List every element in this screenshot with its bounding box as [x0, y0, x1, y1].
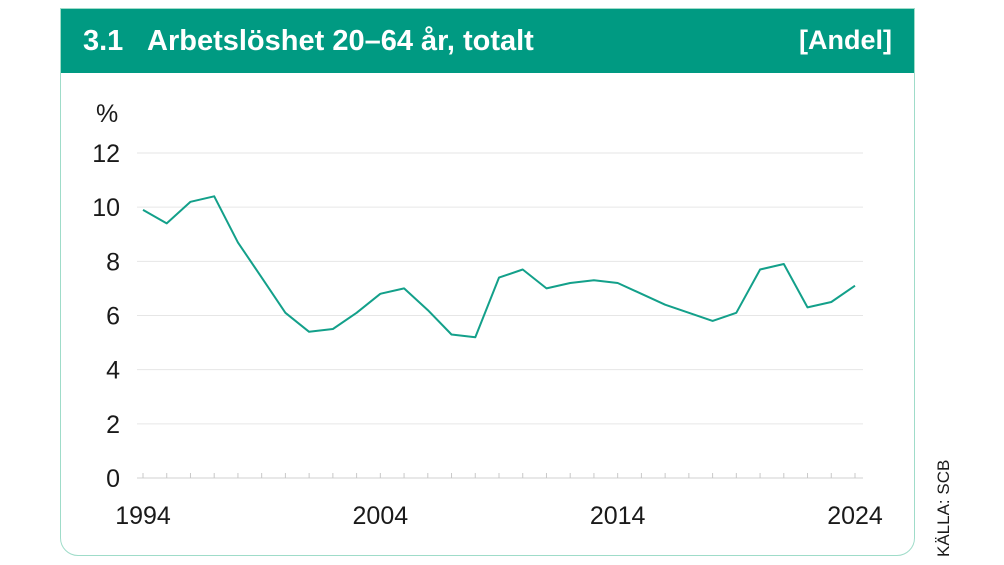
y-tick-label-0: 0: [106, 465, 120, 493]
x-tick-label-1994: 1994: [115, 502, 171, 530]
y-tick-label-12: 12: [92, 140, 120, 168]
x-tick-label-2014: 2014: [590, 502, 646, 530]
chart-number: 3.1: [83, 25, 124, 57]
x-tick-label-2004: 2004: [353, 502, 409, 530]
series-line-0: [142, 195, 856, 339]
y-tick-label-6: 6: [106, 303, 120, 331]
y-tick-label-10: 10: [92, 194, 120, 222]
x-tick-label-2024: 2024: [827, 502, 883, 530]
y-tick-label-8: 8: [106, 248, 120, 276]
y-tick-label-2: 2: [106, 411, 120, 439]
chart-card: 3.1 Arbetslöshet 20–64 år, totalt [Andel…: [60, 8, 915, 556]
source-note: KÄLLA: SCB: [934, 457, 954, 557]
chart-header: 3.1 Arbetslöshet 20–64 år, totalt [Andel…: [61, 9, 914, 73]
y-axis-unit-label: %: [96, 100, 118, 128]
chart-title: Arbetslöshet 20–64 år, totalt: [147, 25, 534, 57]
source-label: KÄLLA: SCB: [934, 459, 953, 557]
y-tick-label-4: 4: [106, 357, 120, 385]
unit-tag: [Andel]: [799, 25, 892, 55]
